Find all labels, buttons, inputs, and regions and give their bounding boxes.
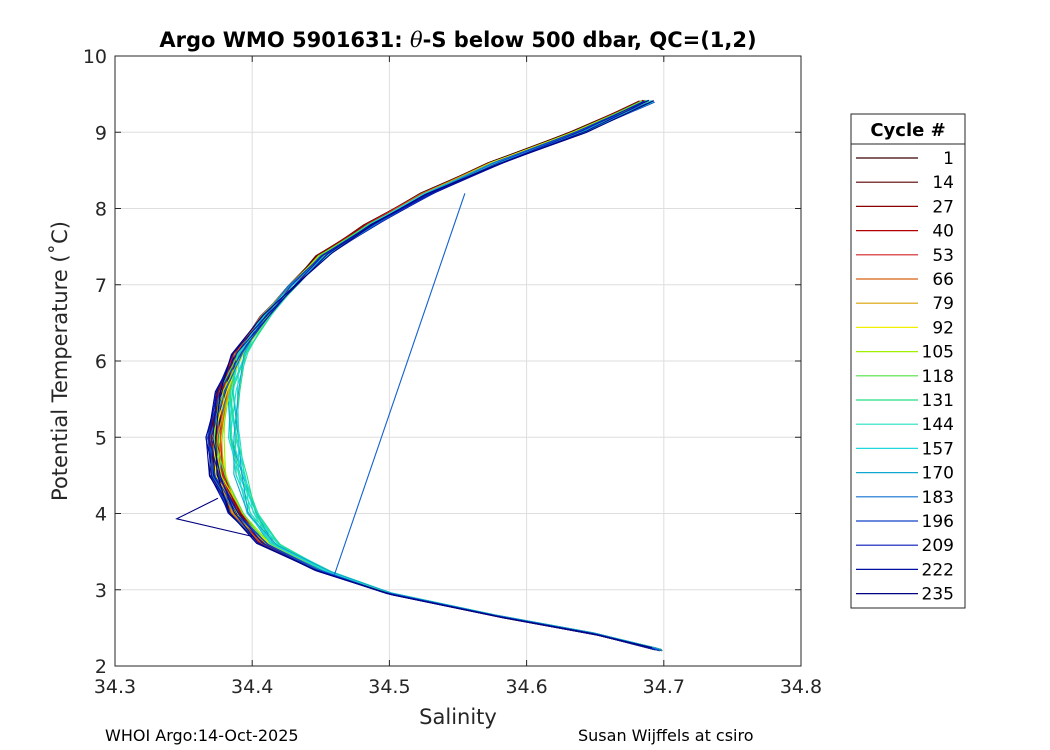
legend-title: Cycle #	[870, 120, 945, 141]
anomaly-segment	[175, 497, 253, 537]
legend-entry-label: 235	[922, 585, 954, 605]
x-axis-label: Salinity	[419, 705, 497, 729]
y-tick-label: 10	[83, 46, 107, 68]
legend-entry-label: 79	[932, 294, 954, 314]
profile-line-cycle-235	[215, 100, 655, 649]
footer-right: Susan Wijffels at csiro	[578, 726, 754, 745]
footer-left: WHOI Argo:14-Oct-2025	[105, 726, 299, 745]
legend-entry-label: 27	[932, 197, 954, 217]
legend-entry-label: 196	[922, 512, 954, 532]
axis-ticks: 34.3 34.4 34.5 34.6 34.7 34.8 2 3 4 5 6 7 8 9 10	[83, 46, 822, 698]
legend-entry-label: 14	[932, 173, 954, 193]
x-tick-label: 34.5	[368, 676, 410, 698]
legend-entries: 1 14 27 40 53 66 79 92 105 118 131 144 157 170 183 196 2…	[856, 149, 954, 605]
legend-entry-label: 66	[932, 270, 954, 290]
x-tick-label: 34.3	[94, 676, 136, 698]
legend-entry-label: 40	[932, 222, 954, 242]
chart-title: Argo WMO 5901631: θ-S below 500 dbar, QC…	[159, 28, 756, 52]
y-tick-label: 3	[95, 580, 107, 602]
x-tick-label: 34.8	[780, 676, 822, 698]
profile-lines	[175, 99, 663, 652]
legend-entry-label: 209	[922, 536, 954, 556]
y-tick-label: 9	[95, 122, 107, 144]
legend-entry-label: 105	[922, 343, 954, 363]
legend-box	[850, 113, 966, 609]
legend-entry-label: 131	[922, 391, 954, 411]
legend-entry-label: 92	[932, 318, 954, 338]
legend-entry-label: 170	[922, 464, 954, 484]
y-tick-label: 5	[95, 427, 107, 449]
y-tick-label: 7	[95, 275, 107, 297]
legend-entry-label: 183	[922, 488, 954, 508]
legend-entry-label: 1	[943, 149, 954, 169]
y-tick-label: 2	[95, 656, 107, 678]
legend-entry-label: 222	[922, 560, 954, 580]
legend-entry-label: 53	[932, 246, 954, 266]
legend: Cycle # 1 14 27 40 53 66 79 92 105 118 131 144 157 17…	[850, 113, 966, 609]
x-tick-label: 34.7	[643, 676, 685, 698]
y-axis-label: Potential Temperature (˚C)	[48, 221, 72, 501]
x-tick-label: 34.4	[231, 676, 273, 698]
x-tick-label: 34.6	[505, 676, 547, 698]
legend-entry-label: 118	[922, 367, 954, 387]
legend-entry-label: 144	[922, 415, 954, 435]
y-tick-label: 4	[95, 504, 107, 526]
y-tick-label: 8	[95, 199, 107, 221]
legend-entry-label: 157	[922, 439, 954, 459]
anomaly-segment	[333, 193, 466, 575]
y-tick-label: 6	[95, 351, 107, 373]
